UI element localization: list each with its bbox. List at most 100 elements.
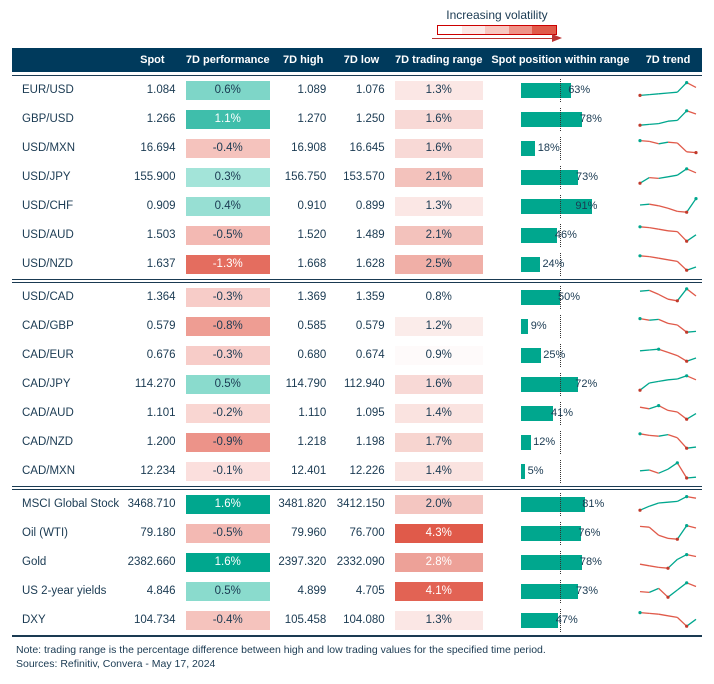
table-row: USD/JPY155.9000.3%156.750153.5702.1%73% [12,163,702,192]
perf-cell: 0.4% [182,192,274,221]
table-row: GBP/USD1.2661.1%1.2701.2501.6%78% [12,105,702,134]
trend-sparkline [634,163,702,192]
low-value: 76.700 [332,519,390,548]
low-value: 2332.090 [332,548,390,577]
row-label: MSCI Global Stock [12,489,123,519]
high-value: 1.218 [274,428,332,457]
fx-table: Spot7D performance7D high7D low7D tradin… [12,48,702,637]
row-label: EUR/USD [12,75,123,105]
spot-value: 1.200 [123,428,181,457]
range-cell: 0.9% [391,341,487,370]
col-header: 7D performance [182,48,274,72]
low-value: 16.645 [332,134,390,163]
perf-cell: -0.5% [182,519,274,548]
row-label: USD/AUD [12,221,123,250]
perf-cell: 1.1% [182,105,274,134]
perf-cell: 1.6% [182,548,274,577]
perf-cell: -0.4% [182,606,274,636]
row-label: GBP/USD [12,105,123,134]
table-row: US 2-year yields4.8460.5%4.8994.7054.1%7… [12,577,702,606]
position-cell: 12% [487,428,634,457]
low-value: 3412.150 [332,489,390,519]
spot-value: 1.266 [123,105,181,134]
low-value: 1.359 [332,282,390,312]
spot-value: 79.180 [123,519,181,548]
table-row: USD/NZD1.637-1.3%1.6681.6282.5%24% [12,250,702,280]
position-cell: 72% [487,370,634,399]
high-value: 156.750 [274,163,332,192]
spot-value: 1.084 [123,75,181,105]
perf-cell: -0.4% [182,134,274,163]
table-row: CAD/MXN12.234-0.1%12.40112.2261.4%5% [12,457,702,487]
row-label: USD/CAD [12,282,123,312]
row-label: CAD/NZD [12,428,123,457]
trend-sparkline [634,370,702,399]
high-value: 1.369 [274,282,332,312]
low-value: 0.579 [332,312,390,341]
low-value: 12.226 [332,457,390,487]
spot-value: 3468.710 [123,489,181,519]
perf-cell: -1.3% [182,250,274,280]
spot-value: 2382.660 [123,548,181,577]
low-value: 4.705 [332,577,390,606]
high-value: 3481.820 [274,489,332,519]
range-cell: 1.3% [391,606,487,636]
trend-sparkline [634,282,702,312]
trend-sparkline [634,192,702,221]
trend-sparkline [634,548,702,577]
high-value: 0.680 [274,341,332,370]
range-cell: 2.0% [391,489,487,519]
col-header: 7D trading range [391,48,487,72]
col-header: Spot position within range [487,48,634,72]
perf-cell: -0.9% [182,428,274,457]
low-value: 0.899 [332,192,390,221]
trend-sparkline [634,399,702,428]
low-value: 0.674 [332,341,390,370]
perf-cell: -0.8% [182,312,274,341]
table-row: CAD/NZD1.200-0.9%1.2181.1981.7%12% [12,428,702,457]
row-label: USD/JPY [12,163,123,192]
spot-value: 16.694 [123,134,181,163]
row-label: Oil (WTI) [12,519,123,548]
col-header: 7D low [332,48,390,72]
position-cell: 73% [487,577,634,606]
trend-sparkline [634,489,702,519]
table-row: USD/AUD1.503-0.5%1.5201.4892.1%46% [12,221,702,250]
range-cell: 1.3% [391,75,487,105]
high-value: 79.960 [274,519,332,548]
low-value: 1.628 [332,250,390,280]
position-cell: 50% [487,282,634,312]
table-row: CAD/JPY114.2700.5%114.790112.9401.6%72% [12,370,702,399]
range-cell: 1.4% [391,399,487,428]
high-value: 1.668 [274,250,332,280]
range-cell: 2.1% [391,163,487,192]
range-cell: 4.1% [391,577,487,606]
range-cell: 4.3% [391,519,487,548]
position-cell: 25% [487,341,634,370]
position-cell: 78% [487,105,634,134]
trend-sparkline [634,312,702,341]
row-label: CAD/AUD [12,399,123,428]
row-label: USD/MXN [12,134,123,163]
low-value: 1.095 [332,399,390,428]
spot-value: 4.846 [123,577,181,606]
row-label: USD/CHF [12,192,123,221]
trend-sparkline [634,519,702,548]
range-cell: 1.6% [391,370,487,399]
table-row: USD/CAD1.364-0.3%1.3691.3590.8%50% [12,282,702,312]
position-cell: 47% [487,606,634,636]
table-row: CAD/EUR0.676-0.3%0.6800.6740.9%25% [12,341,702,370]
volatility-legend: Increasing volatility [292,8,702,42]
range-cell: 1.2% [391,312,487,341]
legend-label: Increasing volatility [446,8,547,22]
trend-sparkline [634,457,702,487]
footnote-line-2: Sources: Refinitiv, Convera - May 17, 20… [16,657,702,672]
perf-cell: -0.3% [182,282,274,312]
table-header: Spot7D performance7D high7D low7D tradin… [12,48,702,72]
low-value: 1.489 [332,221,390,250]
trend-sparkline [634,221,702,250]
row-label: US 2-year yields [12,577,123,606]
range-cell: 0.8% [391,282,487,312]
col-header: 7D trend [634,48,702,72]
legend-arrow [432,34,562,42]
